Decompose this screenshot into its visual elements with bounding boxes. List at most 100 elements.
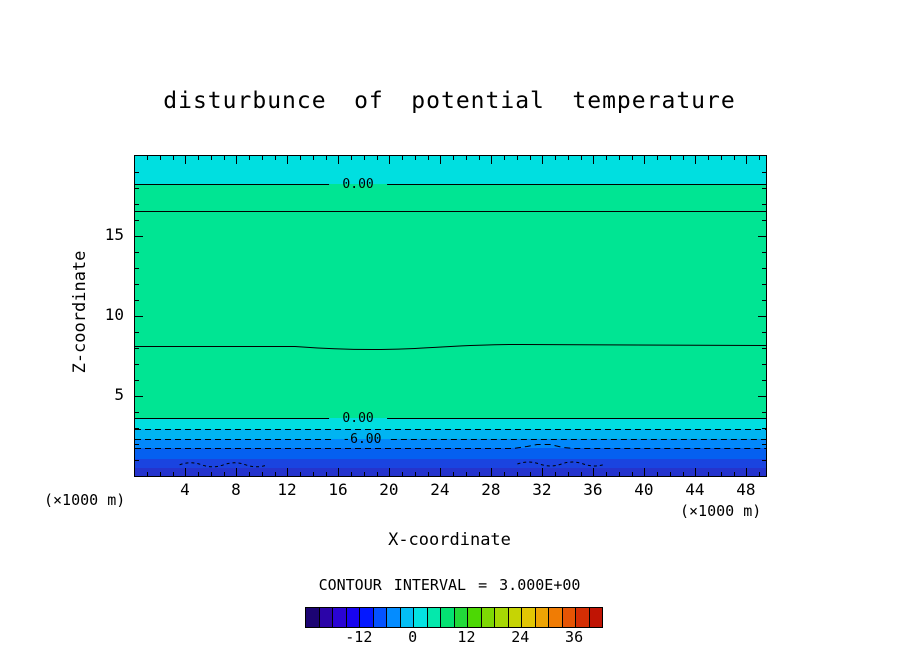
x-axis-tick: [759, 472, 761, 476]
colorbar-segment: [453, 608, 467, 627]
x-axis-tick: [491, 468, 493, 476]
x-tick-label: 28: [481, 480, 501, 499]
fill-band: [135, 156, 766, 184]
fill-band: [135, 468, 766, 476]
z-axis-tick: [135, 331, 139, 333]
x-tick-label: 12: [277, 480, 297, 499]
x-axis-tick: [682, 472, 684, 476]
x-axis-tick: [351, 472, 353, 476]
x-tick-label: 44: [685, 480, 705, 499]
x-axis-tick: [363, 156, 365, 160]
colorbar-segment: [306, 608, 319, 627]
x-axis-tick: [159, 156, 161, 160]
colorbar-tick-label: 36: [565, 628, 584, 646]
x-axis-tick: [478, 156, 480, 160]
z-axis-tick: [135, 411, 139, 413]
x-axis-tick: [567, 472, 569, 476]
z-axis-tick: [135, 459, 139, 461]
colorbar-tick-label: 12: [457, 628, 476, 646]
x-axis-tick: [261, 472, 263, 476]
contour-line: [135, 444, 766, 449]
x-axis-tick: [198, 156, 200, 160]
x-axis-tick: [542, 468, 544, 476]
x-axis-tick: [618, 156, 620, 160]
x-axis-tick: [287, 468, 289, 476]
colorbar-tick-label: -12: [345, 628, 373, 646]
colorbar-segment: [440, 608, 454, 627]
z-axis-tick: [762, 171, 766, 173]
colorbar-segment: [426, 608, 440, 627]
x-axis-tick: [210, 156, 212, 160]
x-axis-tick: [682, 156, 684, 160]
x-axis-tick: [516, 472, 518, 476]
x-axis-tick: [491, 156, 493, 164]
x-axis-tick: [580, 472, 582, 476]
x-axis-tick: [618, 472, 620, 476]
x-axis-unit-left: (×1000 m): [44, 491, 126, 509]
x-axis-tick: [261, 156, 263, 160]
x-axis-tick: [147, 472, 149, 476]
z-axis-tick: [135, 283, 139, 285]
contour-label: -6.00: [342, 431, 382, 447]
x-axis-tick: [389, 468, 391, 476]
x-axis-tick: [376, 472, 378, 476]
x-axis-tick: [249, 472, 251, 476]
x-axis-tick: [631, 156, 633, 160]
z-axis-tick: [135, 267, 139, 269]
x-axis-tick: [695, 468, 697, 476]
x-axis-tick: [427, 472, 429, 476]
z-axis-tick: [758, 395, 766, 397]
x-axis-tick: [529, 156, 531, 160]
colorbar-segment: [345, 608, 359, 627]
z-axis-tick: [762, 219, 766, 221]
x-axis-tick: [606, 472, 608, 476]
x-axis-tick: [478, 472, 480, 476]
x-axis-tick: [274, 472, 276, 476]
x-tick-label: 32: [532, 480, 552, 499]
z-tick-label: 10: [104, 305, 124, 324]
x-axis-tick: [453, 156, 455, 160]
z-axis-tick: [762, 267, 766, 269]
colorbar-segment: [507, 608, 521, 627]
x-axis-tick: [414, 472, 416, 476]
fill-band: [135, 448, 766, 460]
plot-area: 0.00 0.00 -6.00: [134, 155, 767, 477]
x-axis-tick: [338, 156, 340, 164]
colorbar-segment: [534, 608, 548, 627]
colorbar-segment: [521, 608, 535, 627]
x-axis-tick: [351, 156, 353, 160]
x-axis-tick: [746, 156, 748, 164]
z-axis-tick: [762, 299, 766, 301]
x-tick-label: 16: [328, 480, 348, 499]
colorbar-segment: [359, 608, 373, 627]
z-axis-tick: [135, 235, 143, 237]
x-axis-tick: [325, 472, 327, 476]
x-axis-tick: [325, 156, 327, 160]
z-axis-tick: [762, 411, 766, 413]
x-axis-tick: [402, 472, 404, 476]
z-axis-tick: [135, 395, 143, 397]
contour-line: [135, 343, 766, 351]
colorbar-segment: [548, 608, 562, 627]
x-axis-tick: [555, 156, 557, 160]
x-axis-tick: [198, 472, 200, 476]
x-axis-tick: [159, 472, 161, 476]
x-axis-tick: [440, 468, 442, 476]
z-axis-tick: [135, 379, 139, 381]
x-tick-label: 8: [231, 480, 241, 499]
x-axis-tick: [580, 156, 582, 160]
x-axis-tick: [708, 472, 710, 476]
x-axis-tick: [363, 472, 365, 476]
x-axis-tick: [414, 156, 416, 160]
x-axis-tick: [567, 156, 569, 160]
x-axis-tick: [708, 156, 710, 160]
x-axis-tick: [631, 472, 633, 476]
x-axis-tick: [465, 156, 467, 160]
x-axis-tick: [236, 156, 238, 164]
fill-bands: [135, 156, 766, 476]
x-axis-tick: [312, 472, 314, 476]
x-axis-tick: [185, 468, 187, 476]
z-axis-tick: [762, 187, 766, 189]
x-axis-tick: [657, 156, 659, 160]
colorbar-segment: [399, 608, 413, 627]
